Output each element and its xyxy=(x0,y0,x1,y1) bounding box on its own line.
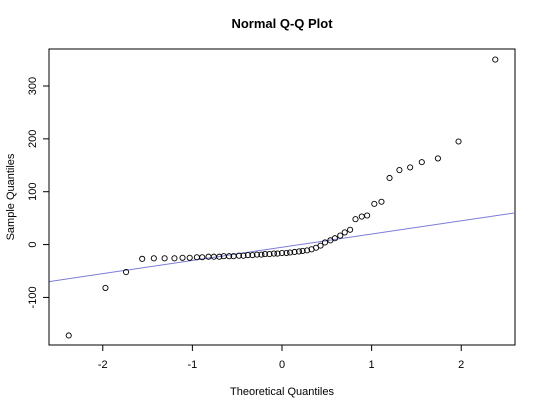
data-point xyxy=(455,138,462,145)
data-point xyxy=(337,232,344,239)
data-point xyxy=(299,247,306,254)
data-point xyxy=(161,255,168,262)
x-tick-label: 1 xyxy=(369,359,375,371)
data-point xyxy=(274,250,281,257)
plot-area-frame xyxy=(48,48,516,346)
data-point xyxy=(317,242,324,249)
data-point xyxy=(291,248,298,256)
data-point xyxy=(492,56,499,63)
data-point xyxy=(304,247,311,254)
data-point xyxy=(186,254,193,261)
data-point xyxy=(371,200,378,207)
y-axis: -100 0 100 200 300 xyxy=(27,77,50,308)
data-point xyxy=(199,254,206,261)
data-point xyxy=(226,253,233,260)
data-point xyxy=(341,229,348,236)
y-tick-label: 300 xyxy=(27,77,39,95)
y-tick-label: 100 xyxy=(27,183,39,201)
data-point xyxy=(386,174,393,182)
data-point xyxy=(261,251,269,258)
data-point xyxy=(244,252,251,259)
reference-line xyxy=(49,212,515,283)
data-point xyxy=(253,251,260,258)
data-point xyxy=(123,269,130,276)
data-point xyxy=(235,252,243,259)
data-point xyxy=(240,252,247,259)
y-tick-label: 200 xyxy=(27,130,39,148)
data-point xyxy=(352,216,359,223)
y-tick-label: 0 xyxy=(27,242,39,248)
data-point xyxy=(287,249,294,256)
data-point xyxy=(65,332,72,339)
data-point xyxy=(321,239,329,246)
data-point xyxy=(418,159,425,166)
chart-title: Normal Q-Q Plot xyxy=(231,16,333,31)
data-point xyxy=(396,166,403,174)
data-point xyxy=(331,235,338,242)
data-point xyxy=(216,253,223,260)
data-point xyxy=(347,226,354,233)
y-tick-label: -100 xyxy=(27,286,39,308)
data-point xyxy=(249,252,256,259)
data-point xyxy=(434,155,441,162)
data-point xyxy=(295,248,303,255)
data-point xyxy=(358,213,365,220)
data-point xyxy=(266,251,273,258)
x-axis: -2 -1 0 1 2 xyxy=(98,344,464,371)
data-point xyxy=(270,250,277,257)
data-point xyxy=(364,212,371,219)
data-point xyxy=(193,254,200,261)
data-point xyxy=(102,284,109,291)
y-axis-label: Sample Quantiles xyxy=(5,153,17,240)
x-tick-label: 0 xyxy=(279,359,285,371)
x-tick-label: 2 xyxy=(458,359,464,371)
data-point xyxy=(283,249,290,257)
data-point xyxy=(171,255,178,262)
data-point xyxy=(378,198,385,205)
data-point xyxy=(139,255,146,262)
x-tick-label: -1 xyxy=(187,359,197,371)
x-axis-label: Theoretical Quantiles xyxy=(230,386,334,398)
x-tick-label: -2 xyxy=(98,359,108,371)
data-point xyxy=(150,255,157,262)
data-point xyxy=(179,254,186,261)
data-point xyxy=(278,249,286,257)
data-point xyxy=(407,164,414,171)
data-point xyxy=(258,251,265,258)
